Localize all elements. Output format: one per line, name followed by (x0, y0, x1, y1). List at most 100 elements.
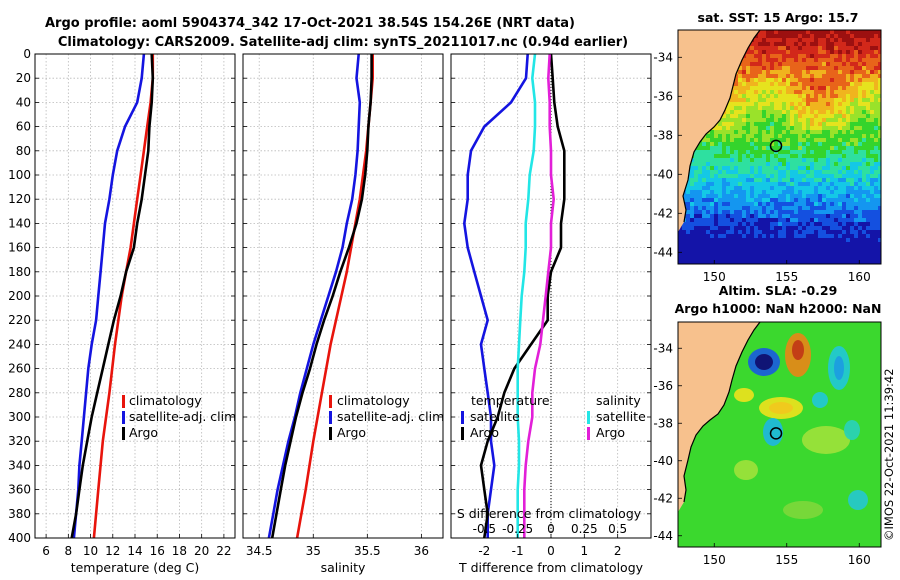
sst-cell (842, 46, 846, 50)
sst-cell (682, 230, 686, 234)
sst-cell (830, 142, 834, 146)
sst-cell (854, 62, 858, 66)
sst-cell (750, 182, 754, 186)
sst-cell (858, 250, 862, 254)
sst-cell (778, 114, 782, 118)
sst-cell (838, 246, 842, 250)
sst-cell (794, 106, 798, 110)
sst-cell (818, 198, 822, 202)
sst-cell (838, 130, 842, 134)
sst-cell (798, 86, 802, 90)
sst-cell (874, 210, 878, 214)
sst-cell (790, 106, 794, 110)
sst-cell (866, 50, 870, 54)
sst-cell (750, 250, 754, 254)
sst-cell (806, 146, 810, 150)
legend-swatch-temperature-argo (461, 427, 464, 440)
sst-cell (806, 122, 810, 126)
sst-cell (726, 206, 730, 210)
sst-cell (730, 114, 734, 118)
sst-cell (870, 214, 874, 218)
sst-cell (842, 82, 846, 86)
sst-cell (798, 210, 802, 214)
sst-cell (822, 78, 826, 82)
sst-cell (818, 162, 822, 166)
sst-cell (806, 62, 810, 66)
sst-cell (830, 58, 834, 62)
sst-cell (762, 238, 766, 242)
sst-cell (822, 234, 826, 238)
sst-cell (806, 254, 810, 258)
sst-cell (874, 194, 878, 198)
sst-cell (838, 38, 842, 42)
sst-cell (806, 102, 810, 106)
sst-cell (810, 214, 814, 218)
sst-cell (766, 222, 770, 226)
sst-cell (794, 222, 798, 226)
sst-cell (698, 198, 702, 202)
sst-cell (726, 254, 730, 258)
sst-cell (862, 258, 866, 262)
sst-cell (790, 142, 794, 146)
sst-cell (842, 70, 846, 74)
sst-cell (838, 174, 842, 178)
sst-cell (826, 82, 830, 86)
sst-cell (866, 54, 870, 58)
sst-cell (810, 142, 814, 146)
sst-cell (722, 166, 726, 170)
sst-cell (782, 262, 786, 264)
sst-cell (778, 58, 782, 62)
sst-cell (770, 118, 774, 122)
sst-cell (722, 178, 726, 182)
y-tick-label: 200 (8, 289, 31, 303)
sst-cell (826, 238, 830, 242)
sst-cell (862, 138, 866, 142)
sst-cell (734, 106, 738, 110)
sla-anomaly-blob (783, 501, 823, 519)
sst-cell (742, 202, 746, 206)
sst-cell (802, 238, 806, 242)
sst-cell (710, 238, 714, 242)
sst-cell (778, 242, 782, 246)
sst-cell (718, 150, 722, 154)
sst-cell (870, 162, 874, 166)
sst-cell (822, 238, 826, 242)
sst-cell (826, 102, 830, 106)
sst-cell (802, 138, 806, 142)
sst-cell (854, 114, 858, 118)
sst-cell (694, 194, 698, 198)
sst-cell (774, 102, 778, 106)
sst-cell (702, 226, 706, 230)
sst-cell (870, 246, 874, 250)
sst-cell (854, 58, 858, 62)
sst-cell (842, 178, 846, 182)
sst-cell (766, 262, 770, 264)
sst-cell (822, 226, 826, 230)
sst-cell (726, 198, 730, 202)
sst-cell (854, 262, 858, 264)
sst-cell (698, 258, 702, 262)
sst-cell (738, 114, 742, 118)
sst-cell (690, 166, 694, 170)
sst-cell (698, 186, 702, 190)
sst-cell (794, 98, 798, 102)
sst-cell (730, 194, 734, 198)
sst-cell (878, 46, 881, 50)
sst-cell (734, 254, 738, 258)
sst-cell (758, 186, 762, 190)
sst-cell (722, 154, 726, 158)
sst-cell (694, 182, 698, 186)
sst-cell (874, 58, 878, 62)
sst-cell (758, 42, 762, 46)
sst-cell (774, 202, 778, 206)
sst-cell (858, 30, 862, 34)
x-tick-label: 1 (581, 544, 589, 558)
sst-cell (858, 62, 862, 66)
sst-cell (782, 30, 786, 34)
sst-cell (798, 258, 802, 262)
sst-cell (682, 246, 686, 250)
sst-cell (714, 126, 718, 130)
sst-cell (786, 154, 790, 158)
sst-cell (694, 170, 698, 174)
sst-cell (734, 150, 738, 154)
